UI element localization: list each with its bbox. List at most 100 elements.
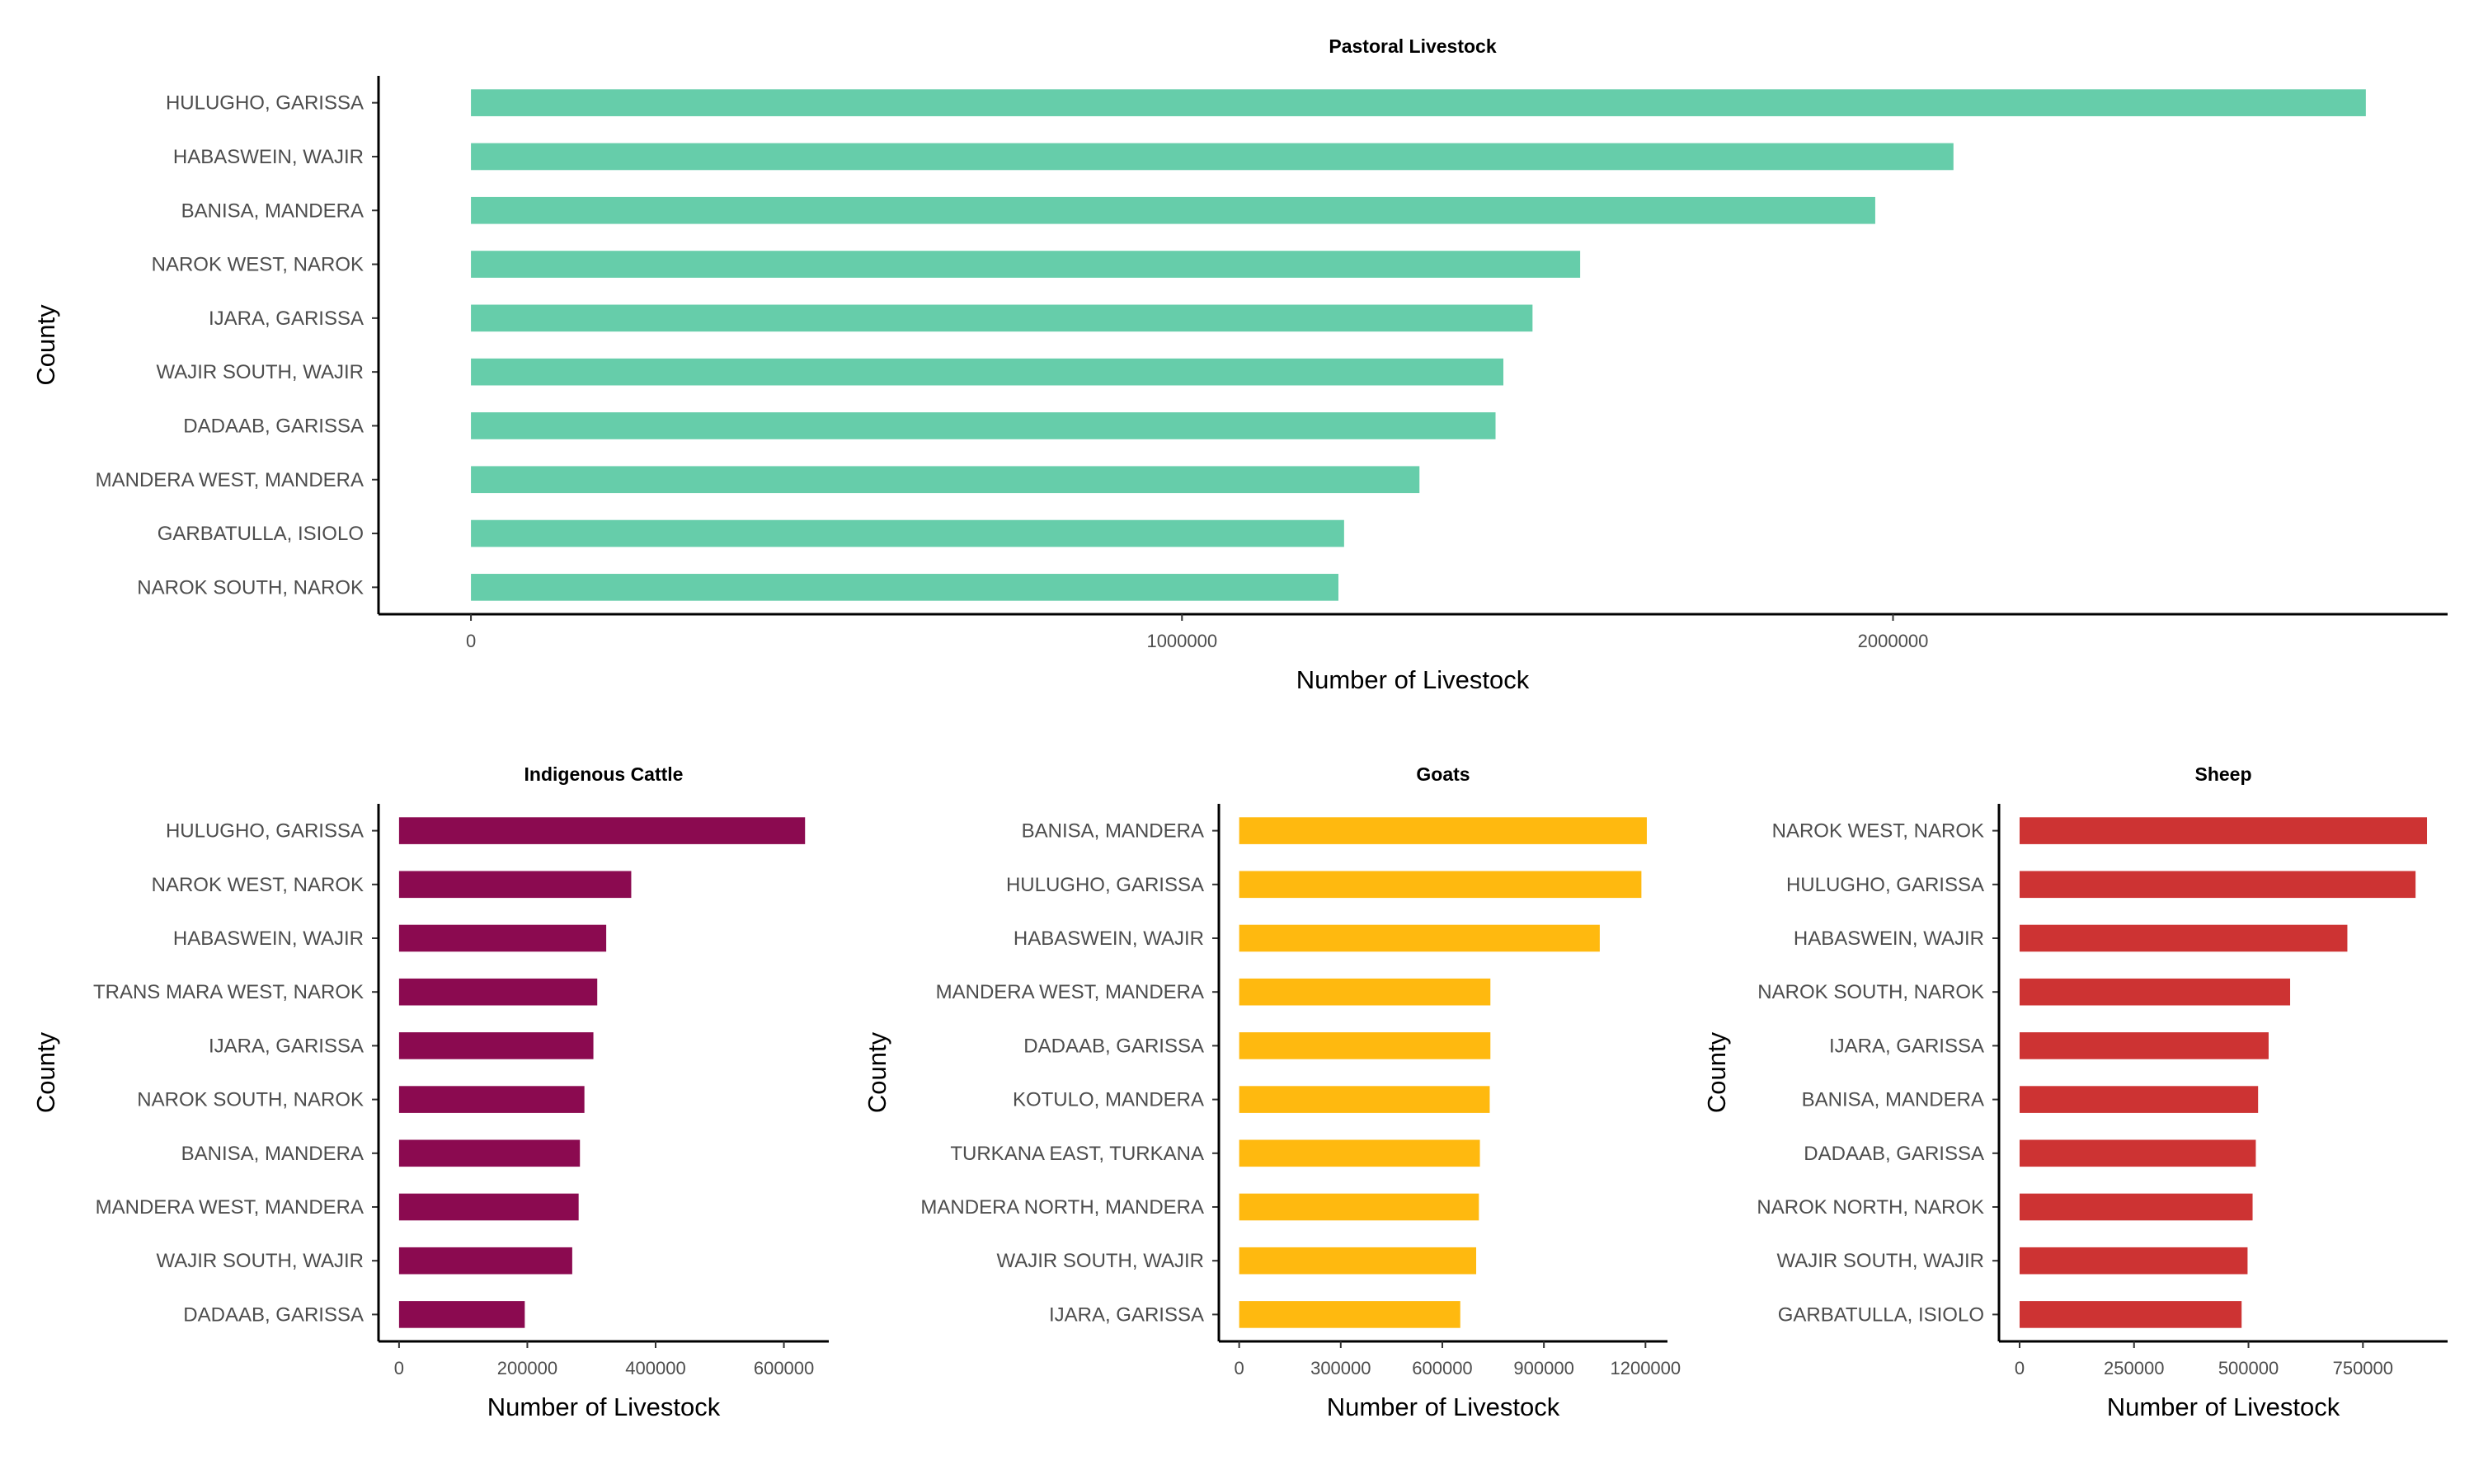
- bar: [398, 1139, 581, 1167]
- bar: [471, 412, 1496, 439]
- bar: [1239, 1193, 1479, 1221]
- category-label: TURKANA EAST, TURKANA: [950, 1143, 1204, 1165]
- category-label: HABASWEIN, WAJIR: [173, 928, 364, 950]
- x-tick-label: 1000000: [1146, 631, 1217, 651]
- x-tick-label: 500000: [2218, 1358, 2279, 1378]
- category-label: NAROK WEST, NAROK: [152, 874, 364, 896]
- chart-cattle: Indigenous Cattle HULUGHO, GARISSA NAROK W…: [31, 763, 829, 1421]
- bar: [1239, 817, 1647, 844]
- category-label: WAJIR SOUTH, WAJIR: [1776, 1250, 1984, 1272]
- bar: [398, 1032, 594, 1059]
- bar: [1239, 871, 1642, 899]
- category-label: NAROK SOUTH, NAROK: [137, 1089, 364, 1111]
- category-label: DADAAB, GARISSA: [1804, 1143, 1984, 1165]
- x-tick-label: 750000: [2333, 1358, 2393, 1378]
- category-label: HABASWEIN, WAJIR: [1014, 928, 1204, 950]
- category-label: GARBATULLA, ISIOLO: [1778, 1303, 1984, 1326]
- bar: [398, 1193, 579, 1221]
- bar: [471, 196, 1875, 224]
- x-tick-label: 1200000: [1610, 1358, 1681, 1378]
- y-axis-title: County: [31, 1031, 60, 1113]
- bar: [1239, 924, 1600, 952]
- category-label: WAJIR SOUTH, WAJIR: [156, 361, 364, 383]
- x-tick-label: 250000: [2104, 1358, 2164, 1378]
- category-label: WAJIR SOUTH, WAJIR: [156, 1250, 364, 1272]
- bar: [1239, 978, 1491, 1006]
- chart-goats: Goats BANISA, MANDERA HULUGHO, GARISSA HABA…: [863, 763, 1681, 1421]
- category-label: DADAAB, GARISSA: [183, 1303, 364, 1326]
- category-label: MANDERA WEST, MANDERA: [96, 1196, 364, 1219]
- bar: [398, 871, 632, 899]
- y-axis-title: County: [31, 304, 60, 386]
- bar: [2019, 924, 2348, 952]
- category-label: HULUGHO, GARISSA: [1006, 874, 1204, 896]
- bar: [1239, 1247, 1477, 1275]
- bar: [398, 1086, 585, 1113]
- bar: [2019, 1086, 2259, 1113]
- category-label: NAROK WEST, NAROK: [1772, 820, 1984, 843]
- x-axis-title: Number of Livestock: [1327, 1392, 1560, 1421]
- bar: [471, 304, 1533, 332]
- x-tick-label: 2000000: [1858, 631, 1929, 651]
- category-label: HULUGHO, GARISSA: [166, 820, 364, 843]
- x-tick-label: 0: [394, 1358, 404, 1378]
- x-axis-title: Number of Livestock: [1296, 665, 1530, 694]
- x-tick-label: 600000: [1412, 1358, 1472, 1378]
- chart-sheep: Sheep NAROK WEST, NAROK HULUGHO, GARISSA HA…: [1702, 763, 2448, 1421]
- bar: [471, 358, 1503, 386]
- category-label: NAROK SOUTH, NAROK: [1757, 981, 1984, 1003]
- x-tick-label: 0: [1235, 1358, 1244, 1378]
- category-label: DADAAB, GARISSA: [1023, 1035, 1204, 1057]
- x-tick-label: 400000: [625, 1358, 685, 1378]
- bar: [2019, 817, 2428, 844]
- bar: [2019, 1032, 2269, 1059]
- bar: [2019, 1139, 2256, 1167]
- category-label: IJARA, GARISSA: [209, 308, 364, 330]
- x-tick-label: 0: [2015, 1358, 2025, 1378]
- bar: [1239, 1301, 1460, 1328]
- category-label: DADAAB, GARISSA: [183, 415, 364, 437]
- y-axis-title: County: [1702, 1031, 1731, 1113]
- chart-title: Goats: [1416, 763, 1470, 785]
- bar: [2019, 1193, 2253, 1221]
- bar: [2019, 1301, 2242, 1328]
- bar: [471, 519, 1344, 547]
- bar: [471, 143, 1954, 171]
- bar: [471, 574, 1338, 601]
- category-label: NAROK NORTH, NAROK: [1757, 1196, 1984, 1219]
- category-label: MANDERA WEST, MANDERA: [96, 469, 364, 491]
- x-tick-label: 600000: [754, 1358, 814, 1378]
- bar: [2019, 978, 2291, 1006]
- category-label: HULUGHO, GARISSA: [1786, 874, 1984, 896]
- x-axis-title: Number of Livestock: [487, 1392, 721, 1421]
- category-label: BANISA, MANDERA: [1022, 820, 1204, 843]
- chart-title: Sheep: [2194, 763, 2251, 785]
- bar: [398, 1247, 572, 1275]
- bar: [471, 466, 1420, 494]
- bar: [2019, 1247, 2248, 1275]
- bar: [398, 1301, 525, 1328]
- bar: [398, 817, 806, 844]
- bar: [2019, 871, 2416, 899]
- category-label: WAJIR SOUTH, WAJIR: [996, 1250, 1204, 1272]
- x-tick-label: 900000: [1513, 1358, 1573, 1378]
- x-tick-label: 300000: [1310, 1358, 1371, 1378]
- bar: [471, 251, 1581, 278]
- category-label: TRANS MARA WEST, NAROK: [93, 981, 364, 1003]
- bar: [398, 924, 607, 952]
- category-label: HABASWEIN, WAJIR: [173, 146, 364, 168]
- category-label: HULUGHO, GARISSA: [166, 92, 364, 115]
- category-label: MANDERA NORTH, MANDERA: [920, 1196, 1204, 1219]
- category-label: MANDERA WEST, MANDERA: [936, 981, 1204, 1003]
- y-axis-title: County: [863, 1031, 891, 1113]
- chart-title: Pastoral Livestock: [1329, 35, 1496, 57]
- x-tick-label: 0: [466, 631, 476, 651]
- chart-title: Indigenous Cattle: [524, 763, 684, 785]
- category-label: BANISA, MANDERA: [181, 1143, 364, 1165]
- category-label: NAROK WEST, NAROK: [152, 254, 364, 276]
- bar: [471, 89, 2366, 116]
- category-label: KOTULO, MANDERA: [1013, 1089, 1204, 1111]
- x-tick-label: 200000: [497, 1358, 557, 1378]
- chart-pastoral: Pastoral Livestock HULUGHO, GARISSA HABASW…: [31, 35, 2448, 694]
